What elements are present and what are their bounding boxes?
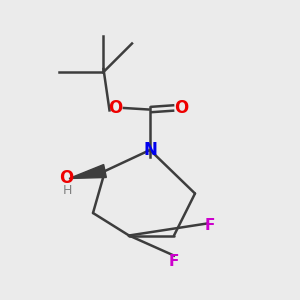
Text: O: O <box>108 99 122 117</box>
Text: H: H <box>63 184 72 197</box>
Text: O: O <box>174 99 189 117</box>
Text: N: N <box>143 141 157 159</box>
Text: F: F <box>205 218 215 232</box>
Polygon shape <box>69 164 106 178</box>
Text: O: O <box>59 169 73 187</box>
Text: F: F <box>169 254 179 268</box>
